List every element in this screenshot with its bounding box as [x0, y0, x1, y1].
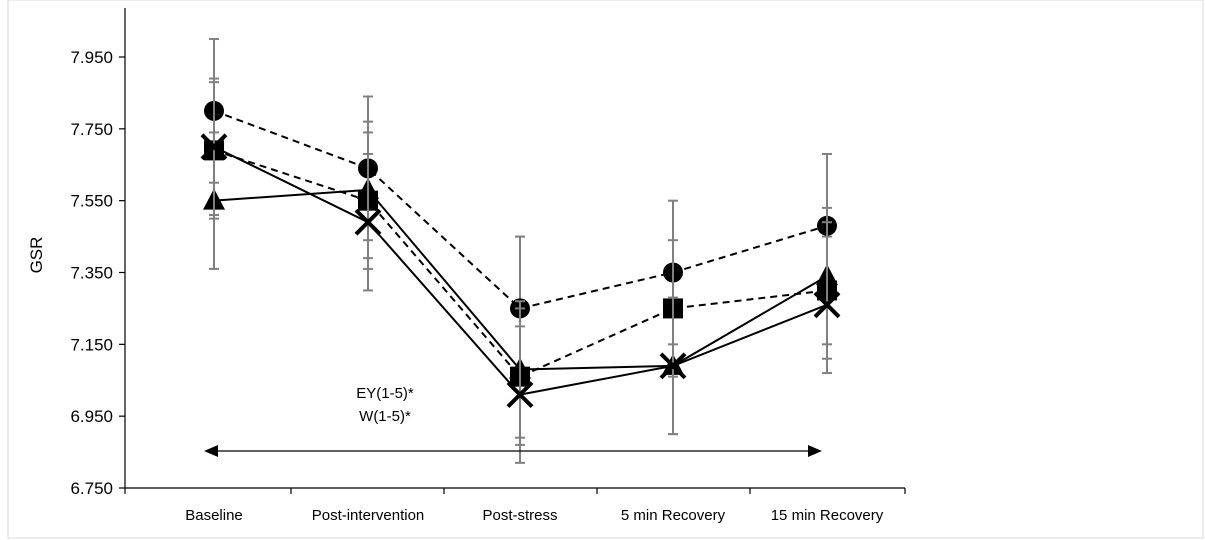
x-tick-label: Baseline: [185, 507, 243, 524]
data-point-x: [200, 133, 228, 161]
annotation-ey: EY(1-5)*: [356, 385, 414, 402]
range-arrow-head-right: [808, 445, 822, 457]
y-tick-label: 6.750: [70, 479, 113, 498]
x-tick-label: 5 min Recovery: [621, 507, 726, 524]
range-arrow-head-left: [204, 445, 218, 457]
y-tick-label: 7.750: [70, 120, 113, 139]
y-axis: 7.950 7.750 7.550 7.350 7.150 6.950 6.750: [70, 8, 126, 498]
series-line: [213, 149, 828, 378]
x-axis: Baseline Post-intervention Post-stress 5 mi…: [124, 487, 906, 524]
y-tick-label: 7.950: [70, 48, 113, 67]
x-tick-label: 15 min Recovery: [771, 507, 884, 524]
annotation-layer: EY(1-5)* W(1-5)*: [204, 385, 822, 457]
y-tick-label: 7.550: [70, 192, 113, 211]
series-x: [200, 77, 841, 464]
y-tick-label: 7.350: [70, 264, 113, 283]
data-point-x: [506, 381, 534, 409]
series-line: [213, 109, 828, 310]
plot-frame: [7, 0, 1204, 539]
series-layer: [200, 38, 841, 464]
annotation-w: W(1-5)*: [359, 408, 411, 425]
x-tick-label: Post-stress: [482, 507, 557, 524]
y-axis-label: GSR: [27, 237, 46, 274]
data-point-x: [354, 208, 382, 236]
data-point-x: [659, 352, 687, 380]
y-tick-label: 7.150: [70, 335, 113, 354]
y-tick-label: 6.950: [70, 407, 113, 426]
x-tick-label: Post-intervention: [312, 507, 425, 524]
data-point-x: [813, 291, 841, 319]
